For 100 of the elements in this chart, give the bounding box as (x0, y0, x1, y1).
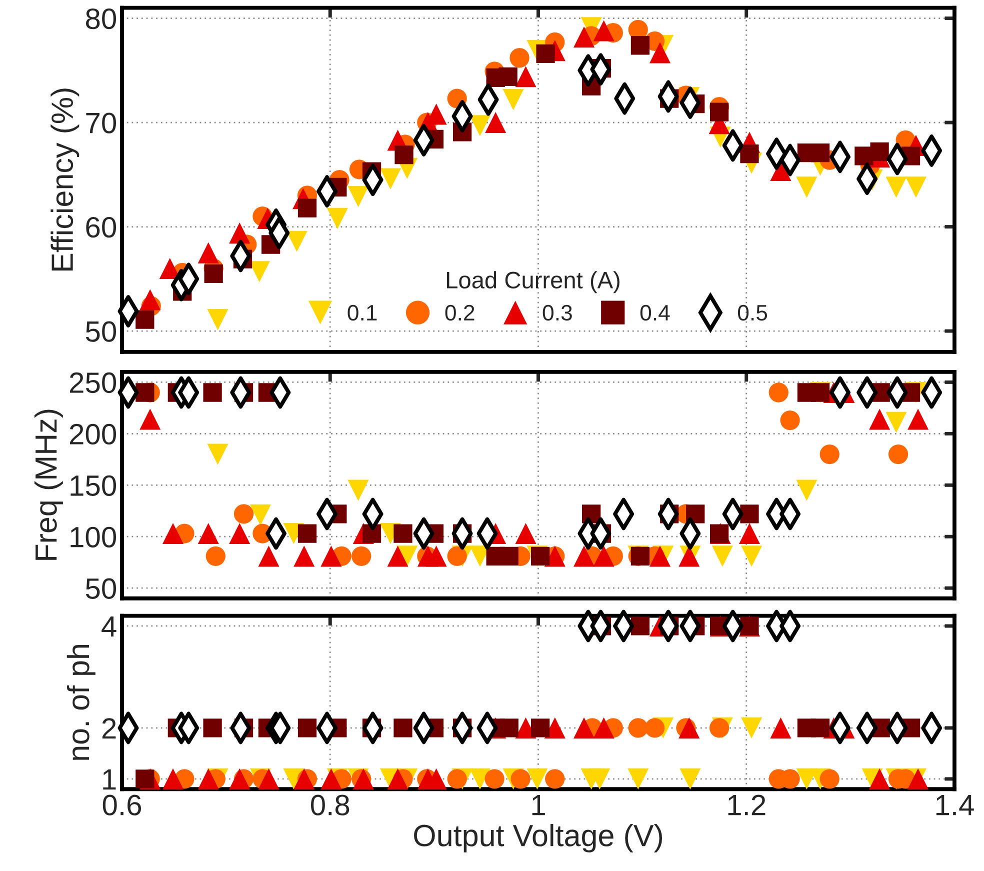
point (294, 768, 315, 790)
point (888, 444, 908, 464)
point (469, 115, 491, 136)
point (593, 546, 614, 567)
point (510, 769, 530, 789)
point (352, 546, 372, 566)
point (740, 144, 759, 164)
point (712, 546, 733, 567)
point (162, 768, 184, 790)
point (630, 616, 650, 636)
point (229, 522, 250, 544)
y-axis-title: Freq (MHz) (34, 410, 63, 560)
point (394, 146, 414, 164)
point (394, 718, 412, 738)
point (678, 717, 700, 738)
point (426, 546, 447, 567)
point (136, 383, 154, 402)
point (526, 768, 548, 790)
point (298, 198, 317, 218)
point (630, 36, 650, 55)
point (740, 504, 759, 524)
y-tick-label: 60 (86, 216, 116, 238)
y-tick-label: 1 (103, 769, 116, 790)
x-tick-label: 0.8 (311, 794, 350, 816)
point (162, 522, 184, 544)
point (510, 48, 530, 68)
y-tick-label: 150 (70, 475, 116, 496)
point (908, 408, 929, 430)
point (649, 546, 671, 567)
point (770, 717, 792, 738)
legend-title: Load Current (A) (447, 271, 620, 294)
point (536, 44, 555, 64)
y-tick-label: 250 (70, 372, 116, 394)
point (387, 768, 408, 790)
point (206, 546, 226, 566)
y-tick-label: 50 (86, 578, 116, 599)
point (515, 522, 536, 544)
point (485, 112, 506, 134)
point (628, 718, 648, 738)
point (447, 769, 467, 789)
point (574, 717, 595, 738)
point (484, 769, 504, 789)
x-tick-label: 1 (532, 795, 545, 816)
point (298, 718, 317, 738)
point (320, 768, 342, 790)
legend-label: 0.5 (738, 304, 768, 321)
point (229, 768, 250, 790)
legend-label: 0.2 (445, 304, 474, 321)
point (820, 769, 840, 789)
point (905, 176, 927, 198)
point (768, 382, 788, 402)
point (869, 768, 890, 790)
point (500, 718, 518, 738)
point (203, 383, 222, 402)
point (680, 768, 701, 790)
point (515, 66, 536, 88)
point (229, 222, 250, 244)
point (250, 504, 271, 526)
y-tick-label: 50 (86, 321, 116, 342)
y-tick-label: 100 (70, 526, 116, 548)
point (820, 444, 840, 464)
point (258, 546, 280, 567)
x-tick-label: 1.4 (936, 795, 974, 816)
point (589, 768, 610, 790)
point (320, 546, 342, 567)
point (545, 769, 565, 789)
point (394, 524, 412, 543)
point (738, 522, 760, 544)
point (140, 289, 161, 310)
point (203, 718, 222, 738)
point (709, 718, 730, 738)
point (644, 718, 665, 738)
point (198, 522, 219, 544)
point (447, 546, 467, 566)
y-tick-label: 80 (86, 8, 116, 30)
point (686, 504, 705, 524)
y-tick-label: 70 (86, 112, 116, 134)
x-axis-title: Output Voltage (V) (414, 824, 662, 852)
point (204, 264, 223, 284)
point (780, 410, 800, 430)
point (741, 717, 762, 738)
point (469, 768, 491, 790)
point (198, 242, 219, 264)
point (140, 408, 161, 430)
point (258, 768, 280, 790)
point (886, 412, 907, 433)
point (294, 546, 315, 567)
point (869, 408, 890, 430)
point (593, 20, 614, 42)
point (136, 770, 154, 788)
x-tick-label: 1.2 (728, 794, 766, 816)
point (380, 168, 402, 190)
point (207, 309, 228, 330)
point (593, 717, 614, 738)
legend-label: 0.1 (348, 304, 377, 321)
point (502, 89, 524, 110)
point (531, 546, 550, 566)
point (574, 26, 595, 48)
point (326, 208, 348, 229)
point (234, 504, 254, 524)
